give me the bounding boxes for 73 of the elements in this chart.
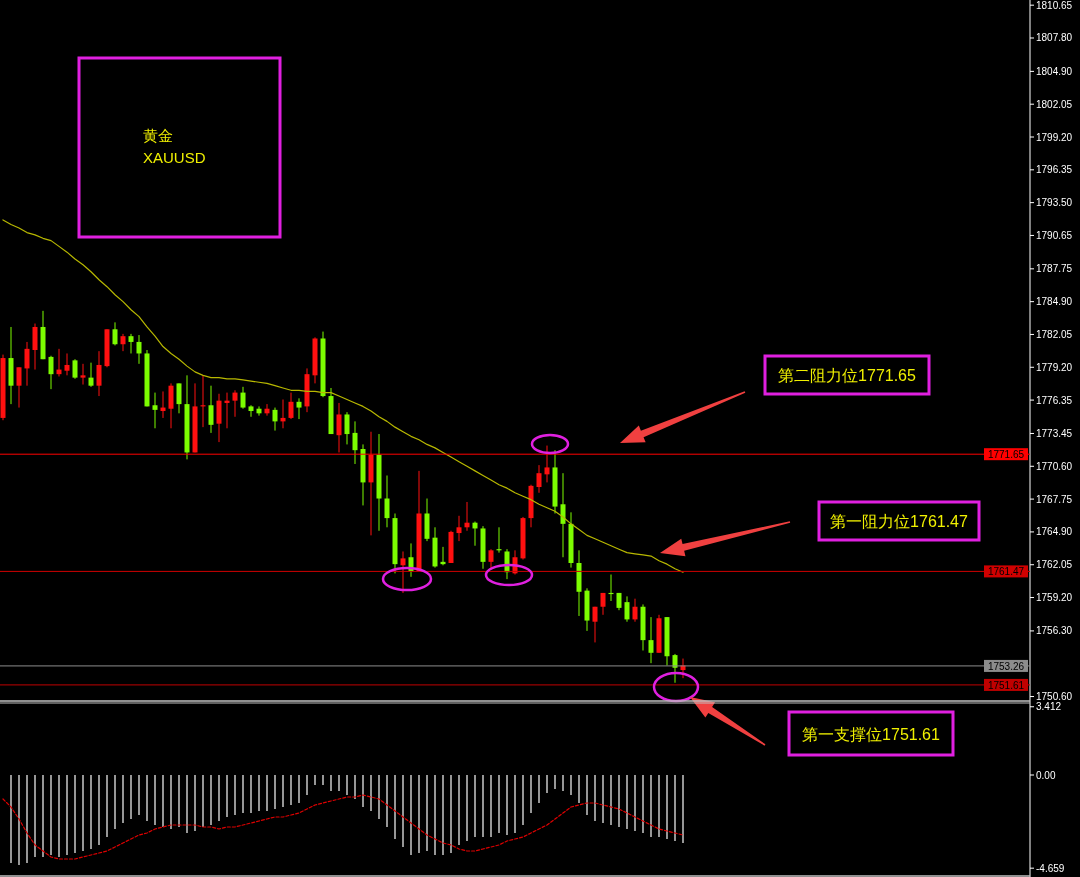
y-tick-label: 1802.05 [1036,98,1073,110]
y-tick-label: 1779.20 [1036,361,1073,373]
text: 第一支撑位1751.61 [802,725,941,743]
candlestick [456,515,462,542]
candlestick [544,445,550,483]
candlestick [240,386,246,410]
y-tick-label: 1784.90 [1036,296,1073,308]
candlestick [296,397,302,420]
y-tick-label: 1770.60 [1036,460,1073,472]
candlestick [136,334,142,365]
candlestick [272,407,278,432]
candlestick [80,363,86,386]
candlestick [560,472,566,558]
candlestick [336,402,342,453]
candlestick [624,595,630,623]
candlestick [216,393,222,443]
y-tick-label: 1807.80 [1036,32,1073,44]
y-tick-label: 1793.50 [1036,197,1073,209]
candlestick [632,598,638,623]
y-tick-label: 3.412 [1036,701,1062,713]
candlestick [48,355,54,390]
candlestick [248,404,254,418]
candlestick [24,341,30,387]
y-tick-label: 1799.20 [1036,131,1073,143]
candlestick [88,362,94,388]
line-series [2,794,684,860]
y-tick-label: 1764.90 [1036,526,1073,538]
y-tick-label: 1767.75 [1036,493,1073,505]
y-tick-label: -4.659 [1036,862,1065,874]
ref-line-label: 1761.47 [987,566,1025,578]
y-tick-label: 1759.20 [1036,592,1073,604]
y-tick-label: 1773.45 [1036,427,1073,439]
y-tick-label: 1804.90 [1036,65,1073,77]
y-tick-label: 1790.65 [1036,229,1073,241]
ref-line-label: 1753.26 [987,660,1025,672]
candlestick [120,333,126,352]
candlestick [128,333,134,354]
ref-line-label: 1751.61 [987,679,1025,691]
candlestick [16,366,22,409]
y-tick-label: 1750.60 [1036,691,1073,703]
candlestick [96,350,102,397]
candlestick [152,392,158,429]
y-tick-label: 1787.75 [1036,263,1073,275]
y-tick-label: 1796.35 [1036,164,1073,176]
y-tick-label: 1756.30 [1036,625,1073,637]
candlestick [32,323,38,371]
candlestick [208,385,214,434]
candlestick [488,548,494,571]
candlestick [400,550,406,594]
candlestick [112,321,118,346]
y-tick-label: 1776.35 [1036,394,1073,406]
annotation: XAUUSD [143,149,206,166]
candlestick [176,382,182,414]
y-tick-label: 0.00 [1036,769,1056,781]
ref-line-label: 1771.65 [987,449,1025,461]
candlestick [592,606,598,643]
candlestick [344,411,350,445]
candlestick [168,382,174,429]
candlestick [384,474,390,528]
text: 第二阻力位1771.65 [778,367,917,384]
candlestick [536,464,542,494]
candlestick [288,392,294,420]
candlestick [232,389,238,418]
candlestick [64,352,70,376]
annotation: 黄金 [143,127,173,144]
y-tick-label: 1762.05 [1036,559,1073,571]
candlestick [352,420,358,465]
y-tick-label: 1782.05 [1036,328,1073,340]
candlestick [648,616,654,664]
line-series [2,219,684,573]
text: 第一阻力位1761.47 [830,513,969,530]
y-tick-label: 1810.65 [1036,0,1073,11]
candlestick [72,358,78,380]
